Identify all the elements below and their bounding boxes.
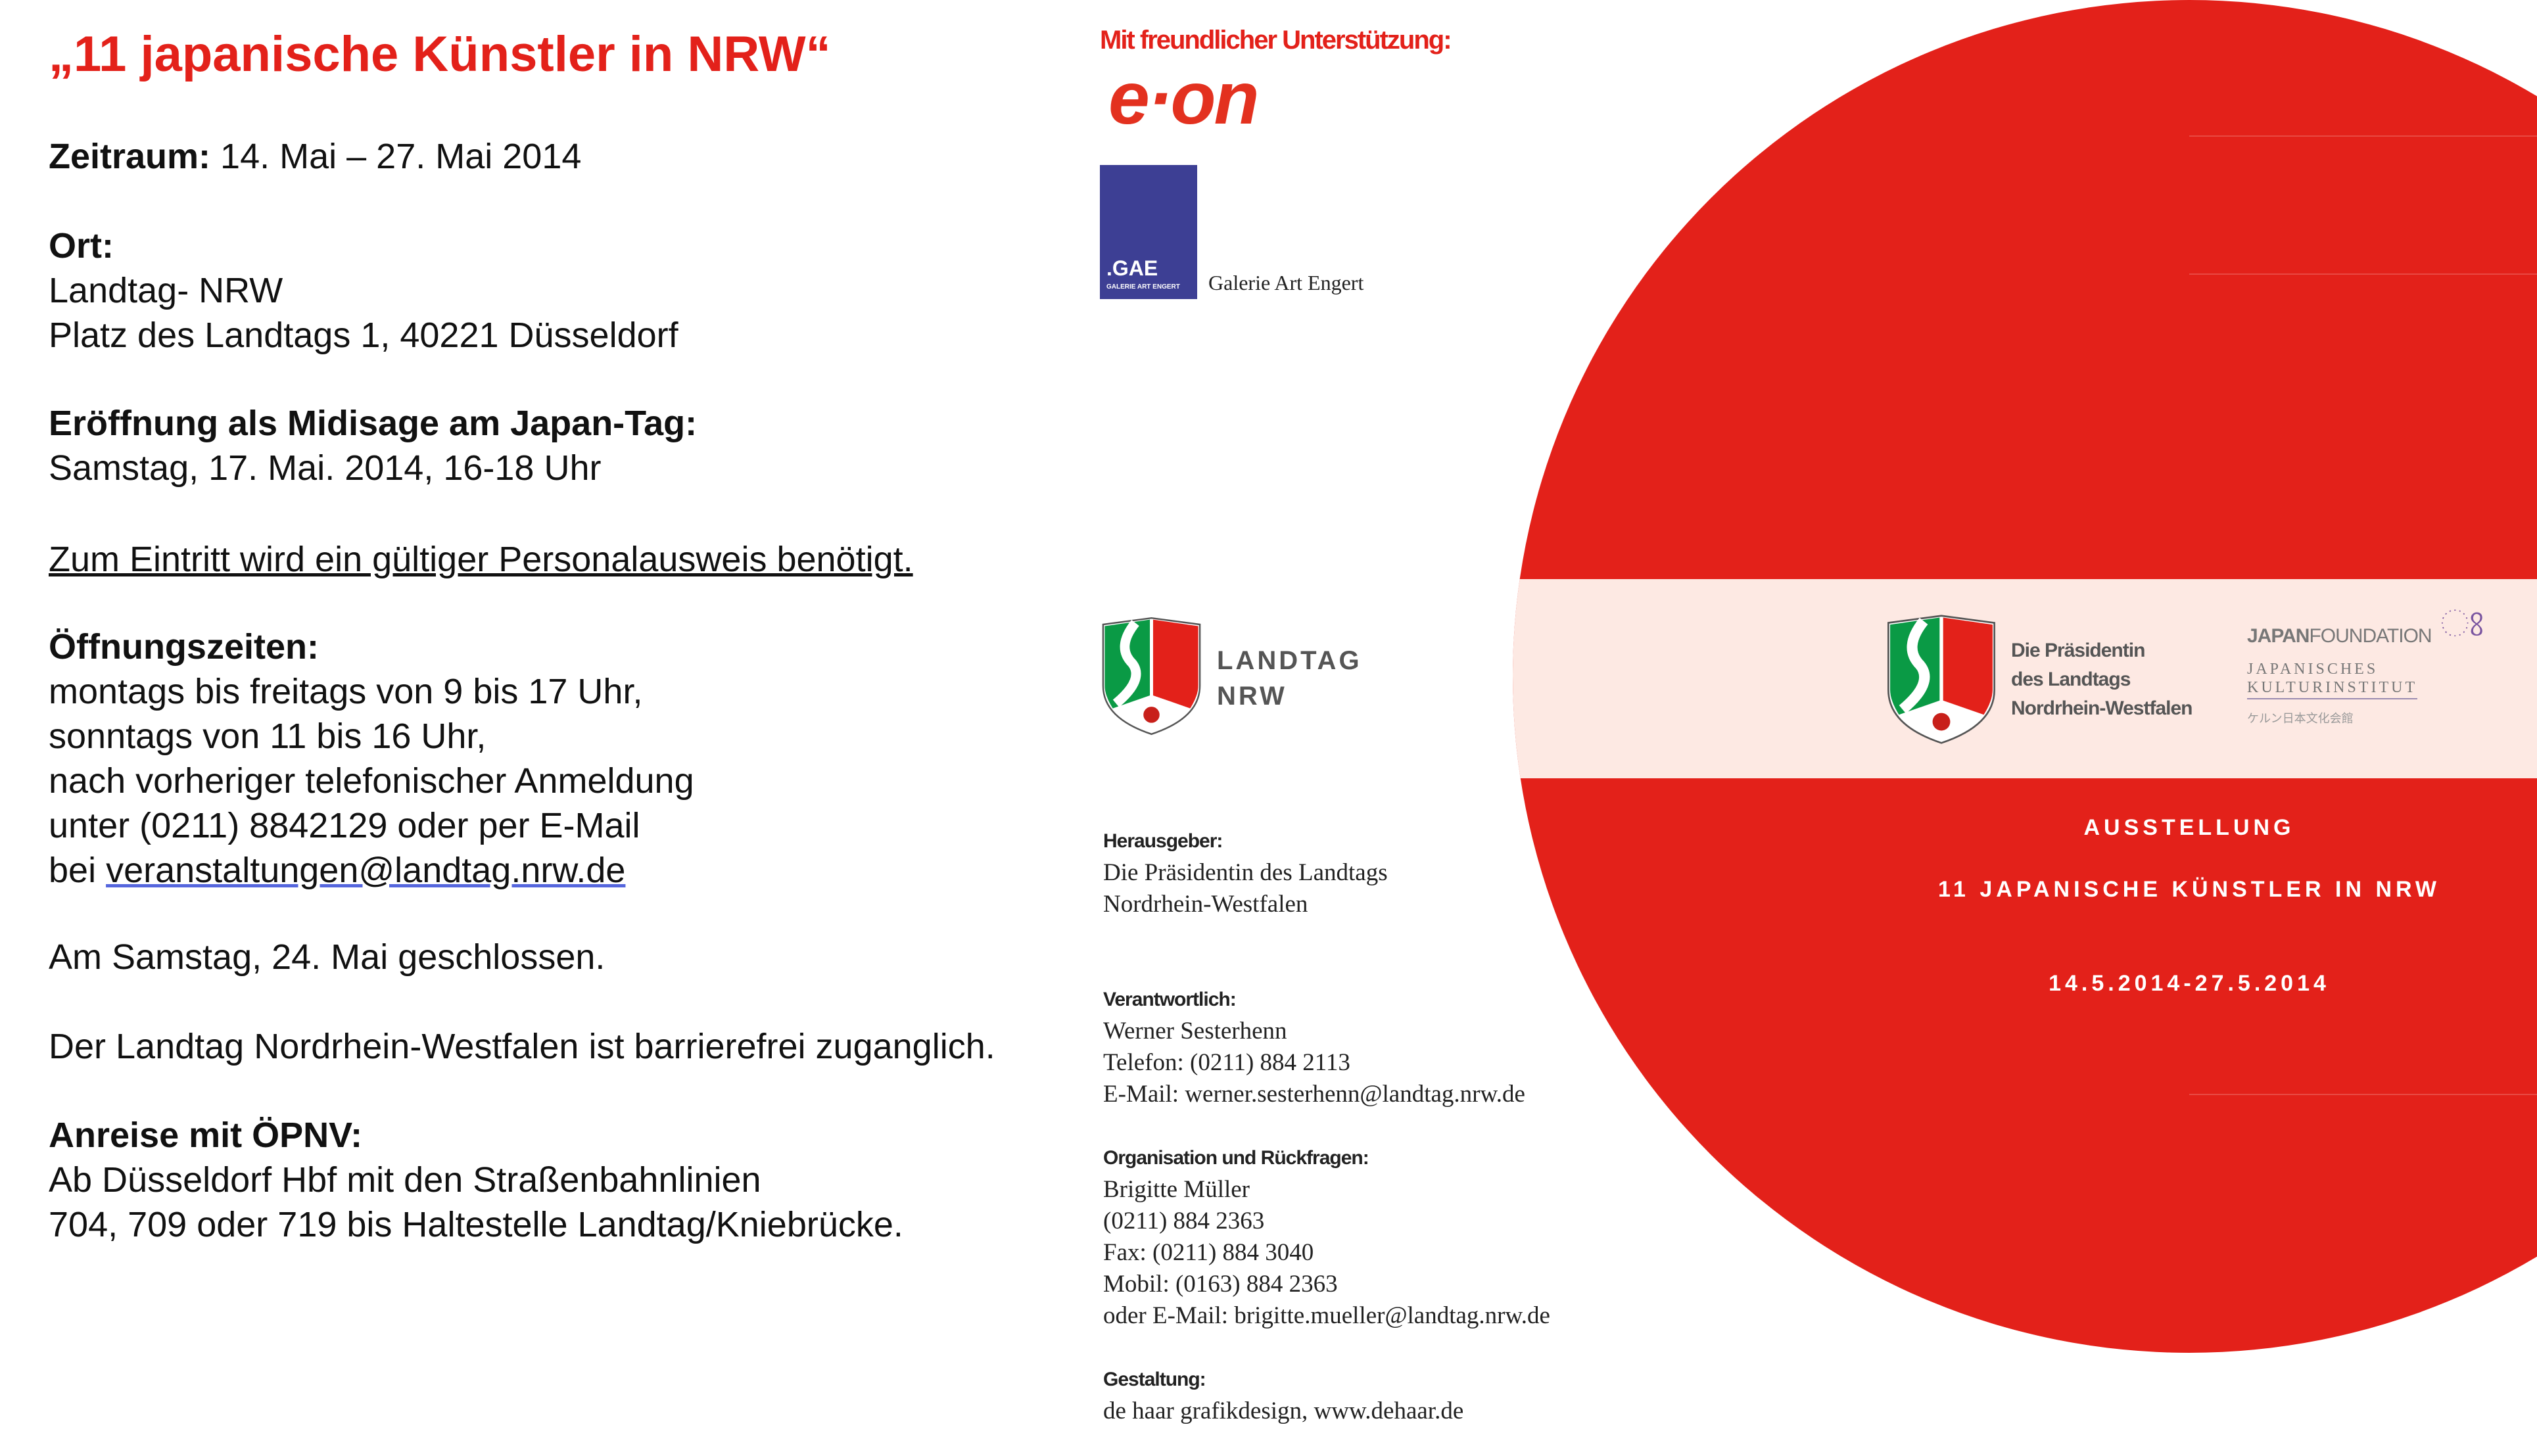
imprint-line: Werner Sesterhenn [1103, 1018, 1287, 1045]
imprint-line: Brigitte Müller [1103, 1176, 1250, 1203]
praesidentin-logo-text: Die Präsidentin des Landtags Nordrhein-Wes… [2011, 636, 2193, 723]
flyer-title: „11 japanische Künstler in NRW“ [49, 26, 831, 82]
anreise-label: Anreise mit ÖPNV: [49, 1115, 363, 1155]
oeffnung-line: unter (0211) 8842129 oder per E-Mail [49, 806, 640, 845]
butterfly-icon: ଃ [2440, 602, 2484, 644]
imprint-line: Nordrhein-Westfalen [1103, 891, 1308, 918]
jp-text: ケルン日本文化会館 [2247, 712, 2354, 725]
landtag-logo-text: LANDTAG NRW [1217, 643, 1362, 714]
jf-light: FOUNDATION [2309, 625, 2432, 647]
praesidentin-line: des Landtags [2011, 669, 2131, 690]
oeffnung-line: montags bis freitags von 9 bis 17 Uhr, [49, 672, 643, 711]
jki-line: JAPANISCHES [2247, 661, 2379, 678]
eroeffnung-value: Samstag, 17. Mai. 2014, 16-18 Uhr [49, 448, 602, 488]
exhibition-dates: 14.5.2014-27.5.2014 [2049, 971, 2330, 996]
imprint: Herausgeber: Die Präsidentin des Landtags… [1103, 826, 1550, 1427]
gae-logo-sub: GALERIE ART ENGERT [1106, 283, 1180, 291]
logo-band [1513, 579, 2537, 778]
nrw-coat-of-arms-icon [1102, 617, 1201, 736]
email-prefix: bei [49, 851, 107, 890]
imprint-line: (0211) 884 2363 [1103, 1208, 1265, 1234]
imprint-line: Fax: (0211) 884 3040 [1103, 1239, 1314, 1266]
oeffnungszeiten: Öffnungszeiten: montags bis freitags von… [49, 624, 694, 893]
imprint-line: oder E-Mail: brigitte.mueller@landtag.nr… [1103, 1302, 1550, 1329]
ort-label: Ort: [49, 226, 114, 266]
imprint-section: Gestaltung: de haar grafikdesign, www.deh… [1103, 1364, 1550, 1427]
divider [2189, 135, 2537, 137]
support-heading: Mit freundlicher Unterstützung: [1100, 26, 1452, 55]
exhibition-title: 11 JAPANISCHE KÜNSTLER IN NRW [1937, 877, 2441, 902]
zeitraum: Zeitraum: 14. Mai – 27. Mai 2014 [49, 134, 581, 179]
jki-line: KULTURINSTITUT [2247, 679, 2418, 696]
ort-line: Landtag- NRW [49, 271, 283, 310]
imprint-line: Mobil: (0163) 884 2363 [1103, 1271, 1338, 1298]
gae-name: Galerie Art Engert [1208, 271, 1364, 294]
anreise: Anreise mit ÖPNV: Ab Düsseldorf Hbf mit … [49, 1113, 903, 1247]
imprint-line: Die Präsidentin des Landtags [1103, 859, 1388, 886]
eon-logo: e·on [1108, 57, 1260, 139]
imprint-line: Telefon: (0211) 884 2113 [1103, 1049, 1350, 1076]
nrw-coat-of-arms-icon [1887, 615, 1995, 744]
ausstellung-label: AUSSTELLUNG [2083, 815, 2295, 840]
imprint-heading: Organisation und Rückfragen: [1103, 1147, 1369, 1169]
gae-logo-text: .GAE [1106, 256, 1158, 280]
zeitraum-value: 14. Mai – 27. Mai 2014 [210, 137, 582, 176]
nrw-word: NRW [1217, 682, 1287, 711]
eroeffnung: Eröffnung als Midisage am Japan-Tag: Sam… [49, 401, 697, 490]
ort-line: Platz des Landtags 1, 40221 Düsseldorf [49, 316, 678, 355]
geschlossen-note: Am Samstag, 24. Mai geschlossen. [49, 937, 605, 977]
oeffnung-line: nach vorheriger telefonischer Anmeldung [49, 761, 694, 801]
anreise-line: 704, 709 oder 719 bis Haltestelle Landta… [49, 1205, 903, 1244]
email-link[interactable]: veranstaltungen@landtag.nrw.de [106, 851, 626, 890]
japan-foundation-logo: JAPANFOUNDATION [2247, 624, 2432, 648]
imprint-section: Verantwortlich: Werner Sesterhenn Telefon:… [1103, 984, 1550, 1142]
praesidentin-line: Nordrhein-Westfalen [2011, 697, 2193, 719]
anreise-line: Ab Düsseldorf Hbf mit den Straßenbahnlin… [49, 1160, 761, 1200]
divider [2189, 273, 2537, 275]
eroeffnung-label: Eröffnung als Midisage am Japan-Tag: [49, 404, 698, 443]
landtag-word: LANDTAG [1217, 646, 1362, 675]
imprint-section: Organisation und Rückfragen: Brigitte Mül… [1103, 1142, 1550, 1364]
imprint-heading: Gestaltung: [1103, 1369, 1206, 1390]
red-circle [1513, 0, 2537, 1353]
praesidentin-line: Die Präsidentin [2011, 640, 2145, 661]
jki-logo: JAPANISCHES KULTURINSTITUT [2247, 660, 2418, 699]
gae-logo: .GAE GALERIE ART ENGERT [1100, 165, 1197, 299]
imprint-line: de haar grafikdesign, www.dehaar.de [1103, 1397, 1464, 1424]
imprint-line: E-Mail: werner.sesterhenn@landtag.nrw.de [1103, 1081, 1525, 1108]
oeffnung-label: Öffnungszeiten: [49, 627, 319, 667]
divider [2189, 1094, 2537, 1095]
barrierefrei-note: Der Landtag Nordrhein-Westfalen ist barr… [49, 1027, 995, 1066]
imprint-heading: Verantwortlich: [1103, 989, 1237, 1010]
imprint-section: Herausgeber: Die Präsidentin des Landtags… [1103, 826, 1550, 984]
jf-bold: JAPAN [2247, 625, 2310, 647]
zeitraum-label: Zeitraum: [49, 137, 211, 176]
imprint-heading: Herausgeber: [1103, 830, 1223, 852]
ort: Ort: Landtag- NRW Platz des Landtags 1, … [49, 223, 678, 358]
eintritt-note: Zum Eintritt wird ein gültiger Personala… [49, 540, 913, 579]
oeffnung-line: sonntags von 11 bis 16 Uhr, [49, 716, 486, 756]
